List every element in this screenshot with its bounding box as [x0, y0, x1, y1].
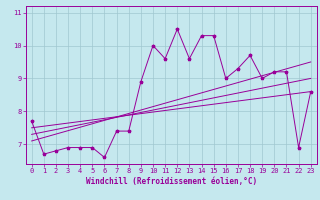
X-axis label: Windchill (Refroidissement éolien,°C): Windchill (Refroidissement éolien,°C): [86, 177, 257, 186]
